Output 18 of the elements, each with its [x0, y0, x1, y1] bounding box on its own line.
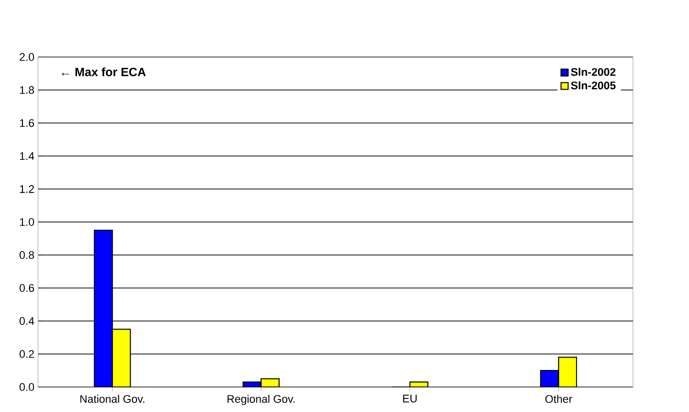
x-tick-label: National Gov.	[80, 394, 144, 403]
y-tick-label: 1.6	[20, 119, 34, 127]
legend-label: Sln-2002	[570, 68, 616, 76]
y-tick-label: 0.8	[20, 251, 34, 259]
legend-label: Sln-2005	[570, 81, 616, 90]
y-tick-label: 1.0	[20, 218, 34, 226]
x-tick-label: Regional Gov.	[228, 394, 295, 406]
y-tick-label: 2.0	[20, 53, 34, 61]
y-tick-label: 1.4	[20, 152, 34, 160]
annotation: ← Max for ECA	[62, 67, 146, 76]
y-tick-label: 1.2	[20, 185, 34, 193]
y-tick-label: 0.6	[20, 284, 34, 292]
y-tick-label: 1.8	[20, 86, 34, 94]
x-tick-label: EU	[403, 394, 417, 402]
y-tick-label: 0.0	[20, 383, 34, 391]
x-tick-label: Other	[545, 394, 572, 403]
y-tick-label: 0.2	[20, 350, 34, 358]
y-tick-label: 0.4	[20, 317, 34, 325]
